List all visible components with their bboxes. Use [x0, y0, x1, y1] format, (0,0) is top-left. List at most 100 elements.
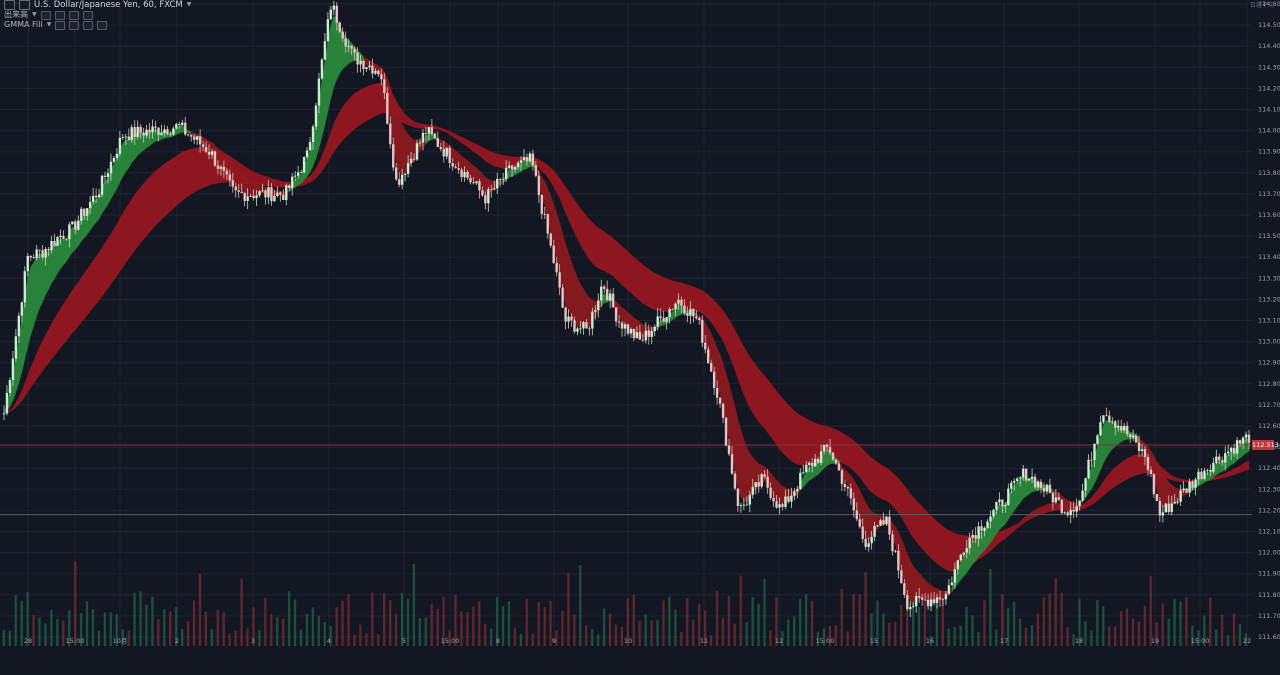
y-tick-label: 113.200	[1258, 295, 1280, 303]
candle-body	[1019, 477, 1022, 479]
candle-body	[124, 136, 128, 138]
candle-body	[677, 299, 680, 304]
candle-body	[501, 178, 505, 180]
eye-icon[interactable]	[40, 10, 51, 20]
candle-body	[415, 143, 419, 160]
candle-body	[926, 599, 930, 607]
candle-body	[243, 193, 246, 201]
candle-body	[543, 213, 546, 215]
y-tick-label: 112.400	[1258, 464, 1280, 472]
candle-body	[799, 472, 802, 489]
candle-body	[1120, 425, 1123, 431]
candle-body	[965, 548, 968, 553]
volume-indicator-label[interactable]: 出来高	[4, 10, 28, 19]
chevron-down-icon[interactable]: ▼	[186, 1, 192, 8]
volume-bar	[1226, 635, 1230, 646]
candle-body	[989, 516, 992, 522]
volume-bar	[2, 629, 5, 646]
volume-bar	[935, 604, 939, 646]
close-icon[interactable]	[68, 10, 79, 20]
candle-body	[579, 328, 582, 330]
candle-body	[1030, 476, 1034, 479]
top-right-note[interactable]: 日経平均	[1249, 2, 1274, 9]
volume-bar	[293, 599, 297, 646]
volume-indicator-row[interactable]: 出来高 ▼	[4, 10, 191, 20]
candle-body	[296, 172, 300, 176]
candle-body	[487, 189, 490, 204]
candle-body	[1209, 469, 1212, 472]
candle-body	[1111, 421, 1114, 423]
volume-bar	[329, 625, 332, 646]
candle-body	[959, 554, 962, 561]
volume-bar	[347, 594, 350, 646]
candle-body	[608, 293, 612, 301]
candle-body	[204, 146, 208, 152]
candle-body	[534, 165, 538, 176]
candle-body	[540, 194, 544, 214]
candle-body	[617, 321, 621, 323]
close-icon[interactable]	[83, 20, 94, 30]
gmma-indicator-label[interactable]: GMMA Fill	[4, 20, 43, 29]
volume-bar	[900, 604, 903, 646]
volume-bar	[804, 593, 808, 646]
settings-icon[interactable]	[54, 10, 65, 20]
candle-body	[843, 483, 847, 487]
eye-icon[interactable]	[55, 20, 66, 30]
volume-bar	[1113, 626, 1117, 646]
volume-bar	[91, 609, 95, 646]
candle-body	[400, 174, 404, 185]
volume-bar	[1024, 627, 1028, 646]
candle-body	[1215, 456, 1218, 463]
candle-body	[475, 181, 478, 184]
volume-bar	[412, 563, 416, 646]
chevron-down-icon[interactable]: ▼	[46, 21, 52, 28]
short-term-gmma-ribbon	[613, 298, 658, 339]
volume-bar	[121, 629, 124, 646]
candle-body	[864, 538, 867, 547]
volume-bar	[721, 617, 725, 646]
chevron-down-icon[interactable]: ▼	[32, 11, 37, 18]
gmma-indicator-row[interactable]: GMMA Fill ▼	[4, 20, 191, 30]
volume-bar	[228, 633, 231, 646]
volume-bar	[882, 613, 885, 646]
candle-body	[576, 328, 579, 332]
symbol-title[interactable]: U.S. Dollar/Japanese Yen, 60, FXCM	[34, 0, 183, 10]
candle-body	[421, 132, 425, 143]
candle-body	[305, 150, 309, 158]
candle-body	[288, 185, 291, 189]
candle-body	[490, 189, 493, 191]
symbol-row[interactable]: U.S. Dollar/Japanese Yen, 60, FXCM ▼	[4, 0, 191, 10]
volume-bar	[513, 627, 517, 646]
volume-bar	[585, 625, 588, 646]
volume-bar	[614, 624, 618, 646]
more-icon[interactable]	[82, 10, 93, 20]
volume-bar	[240, 578, 243, 646]
volume-bar	[359, 624, 362, 646]
candle-body	[1218, 456, 1221, 461]
candle-body	[947, 585, 951, 594]
volume-bar	[282, 618, 285, 646]
collapse-icon[interactable]	[4, 0, 15, 10]
candle-body	[1241, 437, 1245, 444]
candle-body	[923, 599, 927, 601]
candle-body	[68, 224, 71, 240]
candle-body	[210, 151, 214, 155]
candle-body	[371, 65, 374, 74]
candle-body	[460, 169, 463, 178]
candle-body	[484, 195, 487, 204]
volume-bar	[644, 614, 647, 646]
settings-icon[interactable]	[69, 20, 80, 30]
candle-body	[8, 380, 12, 393]
candle-body	[1016, 478, 1019, 481]
candle-body	[638, 332, 642, 340]
candle-body	[1155, 494, 1159, 502]
volume-bar	[270, 613, 273, 646]
volume-bar	[923, 598, 927, 646]
candle-body	[1244, 434, 1248, 438]
more-icon[interactable]	[97, 20, 108, 30]
volume-bar	[775, 597, 778, 646]
volume-bar	[1203, 615, 1206, 646]
volume-bar	[781, 631, 784, 646]
